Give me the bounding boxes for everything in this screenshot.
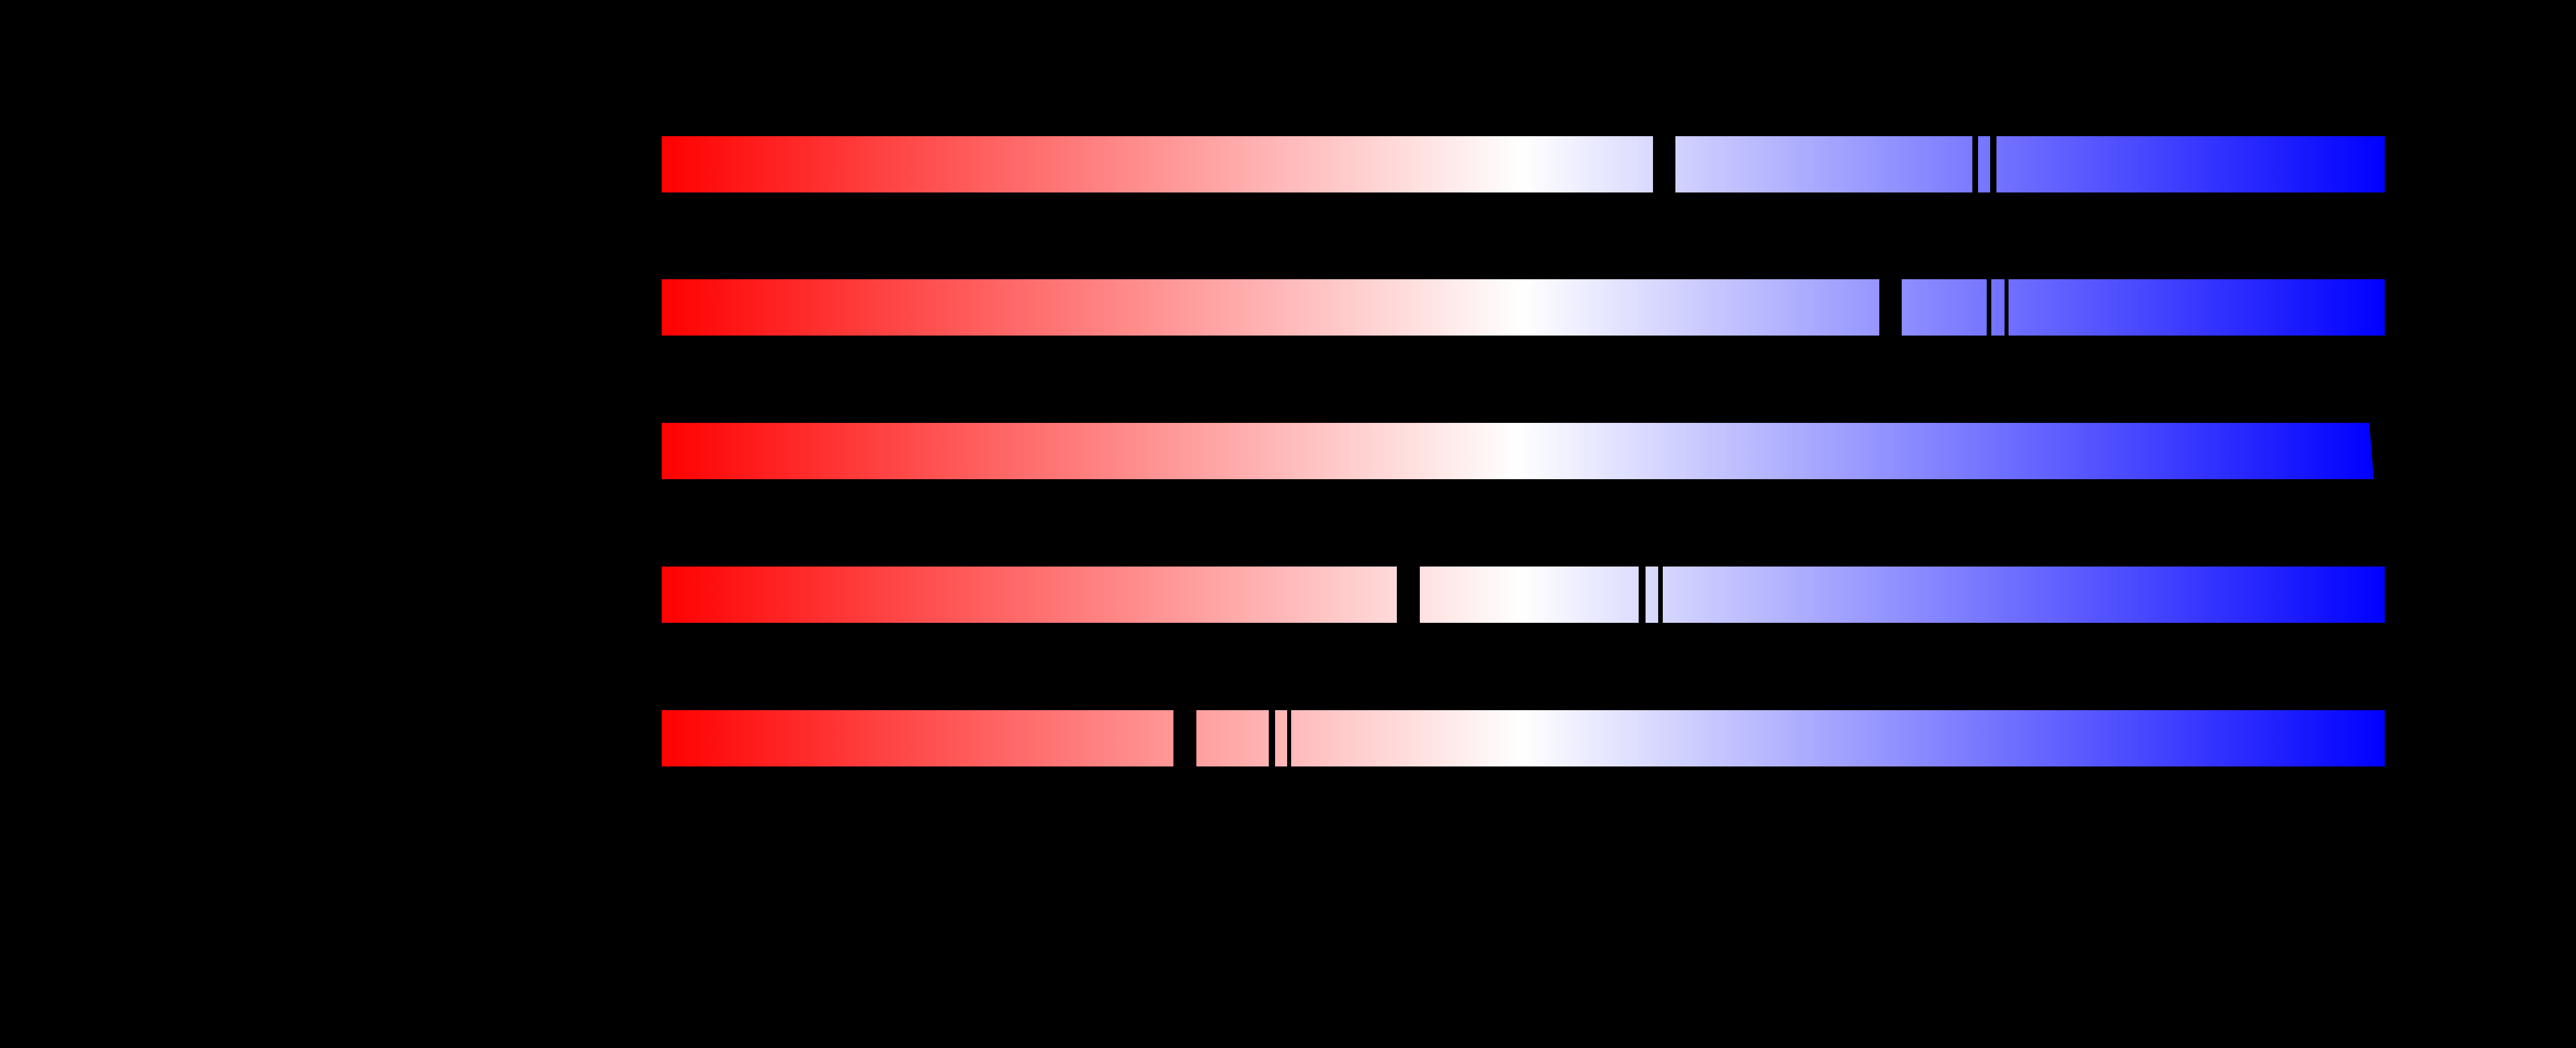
segment-gap (1397, 566, 1420, 623)
gradient-track-1 (662, 136, 2385, 193)
segment-divider-line (2004, 279, 2009, 336)
segment-gap (1652, 136, 1675, 193)
gradient-track-2 (662, 279, 2385, 336)
segment-divider-line (1987, 279, 1991, 336)
gradient-track-4 (662, 566, 2385, 623)
gradient-track-3 (662, 423, 2374, 479)
segment-divider-line (1658, 566, 1663, 623)
segment-divider-line (1639, 566, 1646, 623)
segment-divider-line (1268, 710, 1275, 767)
segment-divider-line (1287, 710, 1291, 767)
segment-gap (1879, 279, 1902, 336)
segment-gap (1173, 710, 1196, 767)
segment-divider-line (1972, 136, 1979, 193)
segment-divider-line (1990, 136, 1996, 193)
gradient-track-5 (662, 710, 2385, 767)
